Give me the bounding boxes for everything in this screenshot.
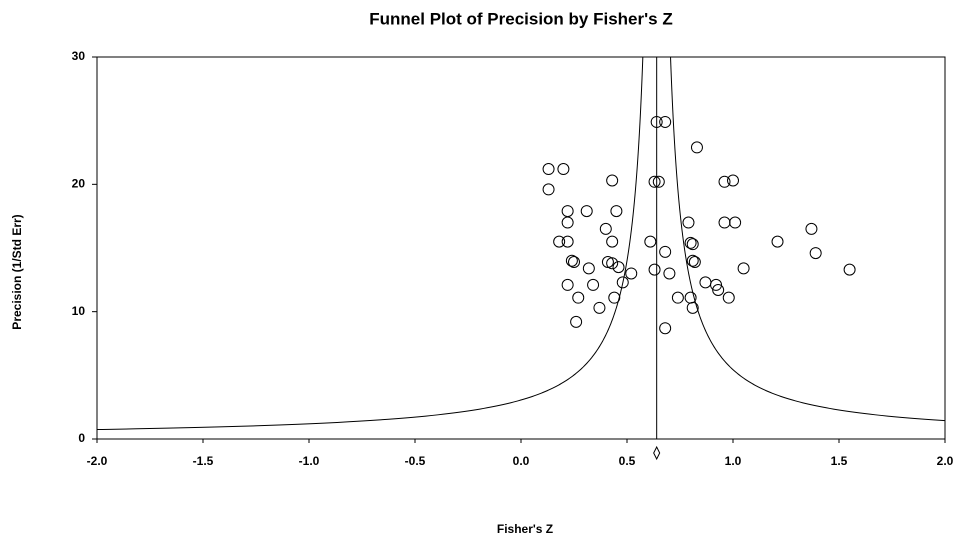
funnel-line: [670, 57, 945, 422]
point: [686, 238, 699, 251]
point: [771, 235, 784, 248]
x-tick-label: -1.5: [193, 454, 214, 468]
point: [557, 163, 570, 176]
y-tick-label: 0: [78, 431, 85, 445]
point: [606, 257, 619, 270]
point: [606, 235, 619, 248]
point: [610, 205, 623, 218]
point: [612, 261, 625, 274]
point: [599, 222, 612, 235]
y-tick-label: 30: [72, 49, 86, 63]
y-tick-label: 10: [72, 304, 86, 318]
point: [659, 322, 672, 335]
point: [718, 175, 731, 188]
x-tick-label: -2.0: [87, 454, 108, 468]
point: [682, 216, 695, 229]
y-tick-label: 20: [72, 177, 86, 191]
funnel: [97, 57, 945, 431]
point: [565, 254, 578, 267]
point: [644, 235, 657, 248]
x-tick-label: 0.0: [513, 454, 530, 468]
x-tick-label: 1.5: [831, 454, 848, 468]
point: [553, 235, 566, 248]
point: [572, 291, 585, 304]
point: [712, 284, 725, 297]
point: [561, 216, 574, 229]
x-axis-label: Fisher's Z: [497, 522, 553, 536]
point: [659, 115, 672, 128]
point: [580, 205, 593, 218]
point: [587, 278, 600, 291]
point: [582, 262, 595, 275]
point: [608, 291, 621, 304]
point: [542, 183, 555, 196]
point: [561, 278, 574, 291]
point: [699, 276, 712, 289]
point: [686, 254, 699, 267]
point: [561, 205, 574, 218]
point: [570, 315, 583, 328]
point: [686, 301, 699, 314]
pooled-estimate-diamond: [653, 445, 661, 461]
point: [606, 174, 619, 187]
point: [718, 216, 731, 229]
point: [561, 235, 574, 248]
x-tick-label: 0.5: [619, 454, 636, 468]
funnel-line: [97, 57, 644, 431]
point: [729, 216, 742, 229]
point: [684, 236, 697, 249]
point: [650, 115, 663, 128]
point: [727, 174, 739, 187]
x-tick-label: -0.5: [405, 454, 426, 468]
point: [737, 262, 750, 275]
point: [648, 263, 661, 276]
point: [659, 245, 672, 258]
point: [663, 267, 676, 280]
point: [593, 301, 606, 314]
point: [710, 278, 723, 291]
point: [809, 247, 822, 260]
point: [688, 256, 701, 269]
point: [652, 175, 665, 188]
x-tick-label: 2.0: [937, 454, 954, 468]
point: [542, 163, 555, 176]
point: [625, 267, 638, 280]
x-tick-label: 1.0: [725, 454, 742, 468]
point: [843, 263, 856, 276]
point: [671, 291, 684, 304]
point: [722, 291, 735, 304]
point: [616, 276, 629, 289]
point: [805, 222, 818, 235]
point: [568, 256, 580, 269]
chart-title: Funnel Plot of Precision by Fisher's Z: [369, 9, 672, 28]
y-axis-label: Precision (1/Std Err): [10, 214, 24, 329]
x-tick-label: -1.0: [299, 454, 320, 468]
point: [648, 175, 661, 188]
point: [690, 141, 703, 154]
